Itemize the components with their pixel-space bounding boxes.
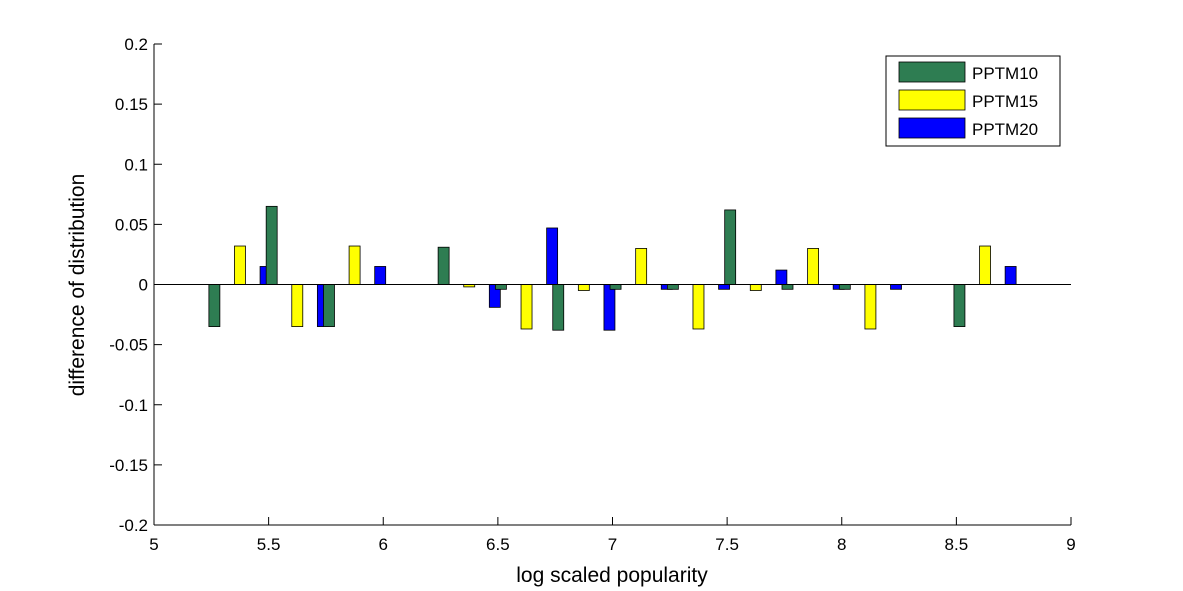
legend-label-pptm10: PPTM10 xyxy=(972,64,1038,83)
y-tick-label: -0.2 xyxy=(119,516,148,535)
bar-pptm10-5 xyxy=(552,284,565,331)
legend-label-pptm20: PPTM20 xyxy=(972,120,1038,139)
bar-pptm20-10 xyxy=(890,284,902,290)
x-tick-label: 6.5 xyxy=(486,535,510,554)
axes-layer: 5 5.5 6 6.5 7 7.5 8 8.5 9 0.2 0.15 0.1 0.05 0 -0.05 -0.… xyxy=(109,35,1075,554)
bar-pptm15-2 xyxy=(348,245,361,285)
bar-pptm10-1 xyxy=(265,205,278,285)
bar-pptm15-10 xyxy=(864,284,877,330)
bar-pptm10-3 xyxy=(437,246,450,285)
x-tick-label: 8.5 xyxy=(945,535,969,554)
bar-pptm15-6 xyxy=(635,248,648,285)
y-axis-title: difference of distribution xyxy=(66,174,89,397)
legend-swatch-pptm10 xyxy=(898,61,966,83)
x-tick-label: 9 xyxy=(1066,535,1075,554)
bar-pptm15-4 xyxy=(520,284,533,330)
bar-pptm15-0 xyxy=(234,245,246,285)
bar-pptm10-7 xyxy=(666,284,679,290)
bar-pptm10-0 xyxy=(208,284,221,327)
bar-pptm10-8 xyxy=(724,209,737,285)
bar-pptm15-11 xyxy=(979,245,991,285)
y-tick-label: 0.1 xyxy=(124,155,148,174)
x-tick-label: 7.5 xyxy=(715,535,739,554)
y-tick-label: -0.15 xyxy=(109,456,148,475)
bar-pptm20-4 xyxy=(546,227,559,285)
y-tick-label: 0.15 xyxy=(115,95,148,114)
legend: PPTM10 PPTM15 PPTM20 xyxy=(885,55,1061,147)
legend-label-pptm15: PPTM15 xyxy=(972,92,1038,111)
bar-pptm20-5 xyxy=(603,284,616,331)
bar-pptm10-11 xyxy=(953,284,966,327)
x-tick-label: 5 xyxy=(149,535,158,554)
y-tick-label: 0.2 xyxy=(124,35,148,54)
bar-pptm10-10 xyxy=(838,284,851,290)
x-axis-title: log scaled popularity xyxy=(516,564,708,587)
bar-pptm15-8 xyxy=(749,284,762,291)
y-tick-label: 0 xyxy=(139,276,148,295)
x-tick-label: 7 xyxy=(608,535,617,554)
bar-pptm10-2 xyxy=(323,284,335,327)
bar-pptm20-8 xyxy=(775,269,788,285)
bar-pptm15-5 xyxy=(577,284,590,291)
y-tick-label: 0.05 xyxy=(115,215,148,234)
bar-pptm10-6 xyxy=(609,284,622,290)
bar-pptm15-9 xyxy=(807,248,819,285)
x-tick-label: 6 xyxy=(379,535,388,554)
bar-pptm15-1 xyxy=(291,284,304,327)
legend-swatch-pptm15 xyxy=(898,89,966,111)
bar-pptm20-7 xyxy=(718,284,730,290)
x-tick-label: 5.5 xyxy=(257,535,281,554)
x-tick-label: 8 xyxy=(837,535,846,554)
bar-pptm10-4 xyxy=(495,284,507,290)
y-tick-label: -0.1 xyxy=(119,396,148,415)
bar-pptm20-2 xyxy=(374,266,387,285)
bar-pptm10-9 xyxy=(781,284,794,290)
y-tick-label: -0.05 xyxy=(109,336,148,355)
bar-pptm20-11 xyxy=(1004,266,1017,285)
bar-pptm15-7 xyxy=(692,284,705,330)
legend-swatch-pptm20 xyxy=(898,117,966,139)
bars-layer xyxy=(208,205,1017,331)
